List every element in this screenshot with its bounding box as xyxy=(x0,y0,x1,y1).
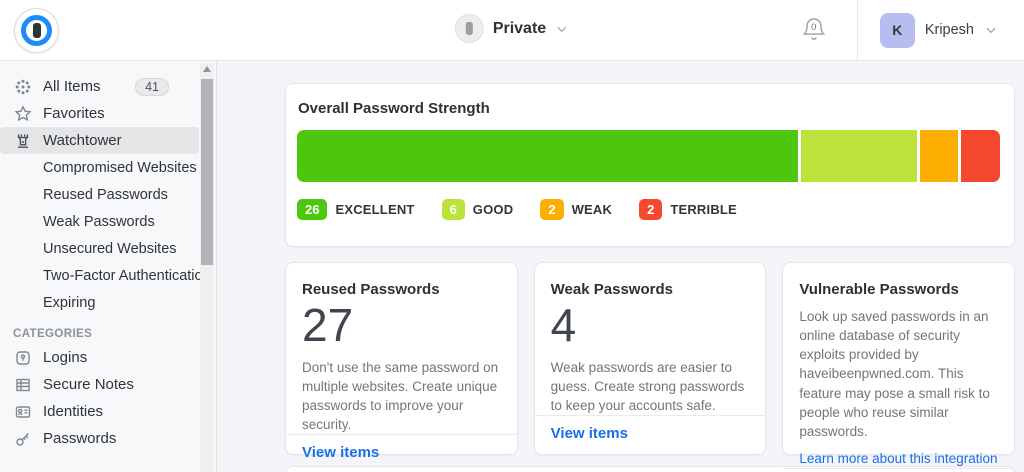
vulnerable-passwords-card: Vulnerable Passwords Look up saved passw… xyxy=(782,262,1016,470)
strength-card-title: Overall Password Strength xyxy=(298,100,490,117)
id-card-icon xyxy=(13,402,33,422)
sidebar-item-label: Identities xyxy=(43,403,104,420)
card-description: Look up saved passwords in an online dat… xyxy=(799,309,990,439)
categories-header: CATEGORIES xyxy=(13,328,93,340)
view-items-link[interactable]: View items xyxy=(550,425,628,443)
reused-passwords-count: 27 xyxy=(302,299,354,351)
strength-segment-good xyxy=(801,130,917,182)
notes-icon xyxy=(13,375,33,395)
strength-legend: 26 EXCELLENT 6 GOOD 2 WEAK 2 TERRIBLE xyxy=(297,199,1000,220)
sidebar-item-passwords[interactable]: Passwords xyxy=(0,425,199,452)
sidebar-subitem-compromised-websites[interactable]: Compromised Websites xyxy=(43,159,197,176)
vault-icon xyxy=(454,14,484,43)
card-description: Weak passwords are easier to guess. Crea… xyxy=(550,359,745,413)
scroll-up-arrow-icon[interactable] xyxy=(203,66,211,72)
excellent-label: EXCELLENT xyxy=(335,202,415,217)
sidebar-item-favorites[interactable]: Favorites xyxy=(0,100,199,127)
view-items-link[interactable]: View items xyxy=(302,444,380,462)
vault-label: Private xyxy=(492,19,547,37)
watchtower-cards-row: Reused Passwords 27 Don't use the same p… xyxy=(285,262,1016,470)
card-footer: View items xyxy=(534,415,766,454)
topbar-divider xyxy=(856,0,858,60)
watchtower-content: Overall Password Strength 26 EXCELLENT 6… xyxy=(217,61,1024,472)
card-title: Vulnerable Passwords xyxy=(799,281,959,298)
card-title: Reused Passwords xyxy=(302,281,440,298)
good-label: GOOD xyxy=(472,202,514,217)
notification-count: 0 xyxy=(811,22,817,33)
sidebar-item-label: Secure Notes xyxy=(43,376,134,393)
all-items-count-badge: 41 xyxy=(135,77,169,96)
weak-passwords-card: Weak Passwords 4 Weak passwords are easi… xyxy=(533,262,767,455)
sidebar-item-label: Passwords xyxy=(43,430,117,447)
weak-passwords-count: 4 xyxy=(550,299,577,351)
avatar: K xyxy=(879,12,915,48)
sidebar-item-label: Logins xyxy=(43,349,88,366)
account-menu[interactable]: K Kripesh xyxy=(879,12,1024,48)
vault-switcher[interactable]: Private xyxy=(454,14,569,43)
sidebar-item-label: All Items xyxy=(43,78,101,95)
sidebar-subitem-reused-passwords[interactable]: Reused Passwords xyxy=(43,186,168,203)
scrollbar-thumb[interactable] xyxy=(201,79,213,265)
excellent-count-badge: 26 xyxy=(297,199,328,220)
sidebar-item-label: Watchtower xyxy=(43,132,122,149)
sidebar-item-all-items[interactable]: All Items 41 xyxy=(0,73,199,100)
topbar: Private 0 K Kripesh xyxy=(0,0,1024,61)
sidebar-item-identities[interactable]: Identities xyxy=(0,398,199,425)
key-icon xyxy=(13,429,33,449)
chevron-down-icon xyxy=(986,27,996,34)
reused-passwords-card: Reused Passwords 27 Don't use the same p… xyxy=(285,262,518,461)
sidebar-item-secure-notes[interactable]: Secure Notes xyxy=(0,371,199,398)
sidebar-subitem-expiring[interactable]: Expiring xyxy=(43,294,96,311)
star-icon xyxy=(13,104,33,124)
grid-dots-icon xyxy=(13,77,33,97)
strength-segment-excellent xyxy=(297,130,799,182)
sidebar-item-label: Favorites xyxy=(43,105,105,122)
sidebar-item-logins[interactable]: Logins xyxy=(0,344,199,371)
terrible-count-badge: 2 xyxy=(639,199,663,220)
sidebar-scrollbar[interactable] xyxy=(200,63,214,472)
card-title: Weak Passwords xyxy=(550,281,673,298)
login-icon xyxy=(13,348,33,368)
card-footer: Check now xyxy=(783,468,1015,472)
password-strength-bar xyxy=(297,130,1001,182)
sidebar-subitem-unsecured-websites[interactable]: Unsecured Websites xyxy=(43,240,177,257)
learn-more-link[interactable]: Learn more about this integration xyxy=(799,451,998,467)
weak-label: WEAK xyxy=(571,202,613,217)
good-count-badge: 6 xyxy=(441,199,465,220)
weak-count-badge: 2 xyxy=(540,199,564,220)
sidebar-subitem-two-factor-authentication[interactable]: Two-Factor Authentication xyxy=(43,267,211,284)
strength-segment-terrible xyxy=(961,130,1001,182)
card-footer: View items xyxy=(286,434,517,472)
sidebar: All Items 41 Favorites Watc xyxy=(0,61,217,472)
topbar-right: 0 K Kripesh xyxy=(799,0,1024,60)
terrible-label: TERRIBLE xyxy=(670,202,737,217)
account-name: Kripesh xyxy=(924,22,974,38)
strength-segment-weak xyxy=(919,130,959,182)
chevron-down-icon xyxy=(557,26,567,32)
sidebar-subitem-weak-passwords[interactable]: Weak Passwords xyxy=(43,213,155,230)
tower-icon xyxy=(13,131,33,151)
onepassword-logo-icon xyxy=(14,8,59,53)
overall-password-strength-card: Overall Password Strength 26 EXCELLENT 6… xyxy=(285,83,1015,247)
card-description: Don't use the same password on multiple … xyxy=(302,359,499,433)
notification-bell-icon[interactable]: 0 xyxy=(799,15,829,45)
sidebar-item-watchtower[interactable]: Watchtower xyxy=(0,127,199,154)
